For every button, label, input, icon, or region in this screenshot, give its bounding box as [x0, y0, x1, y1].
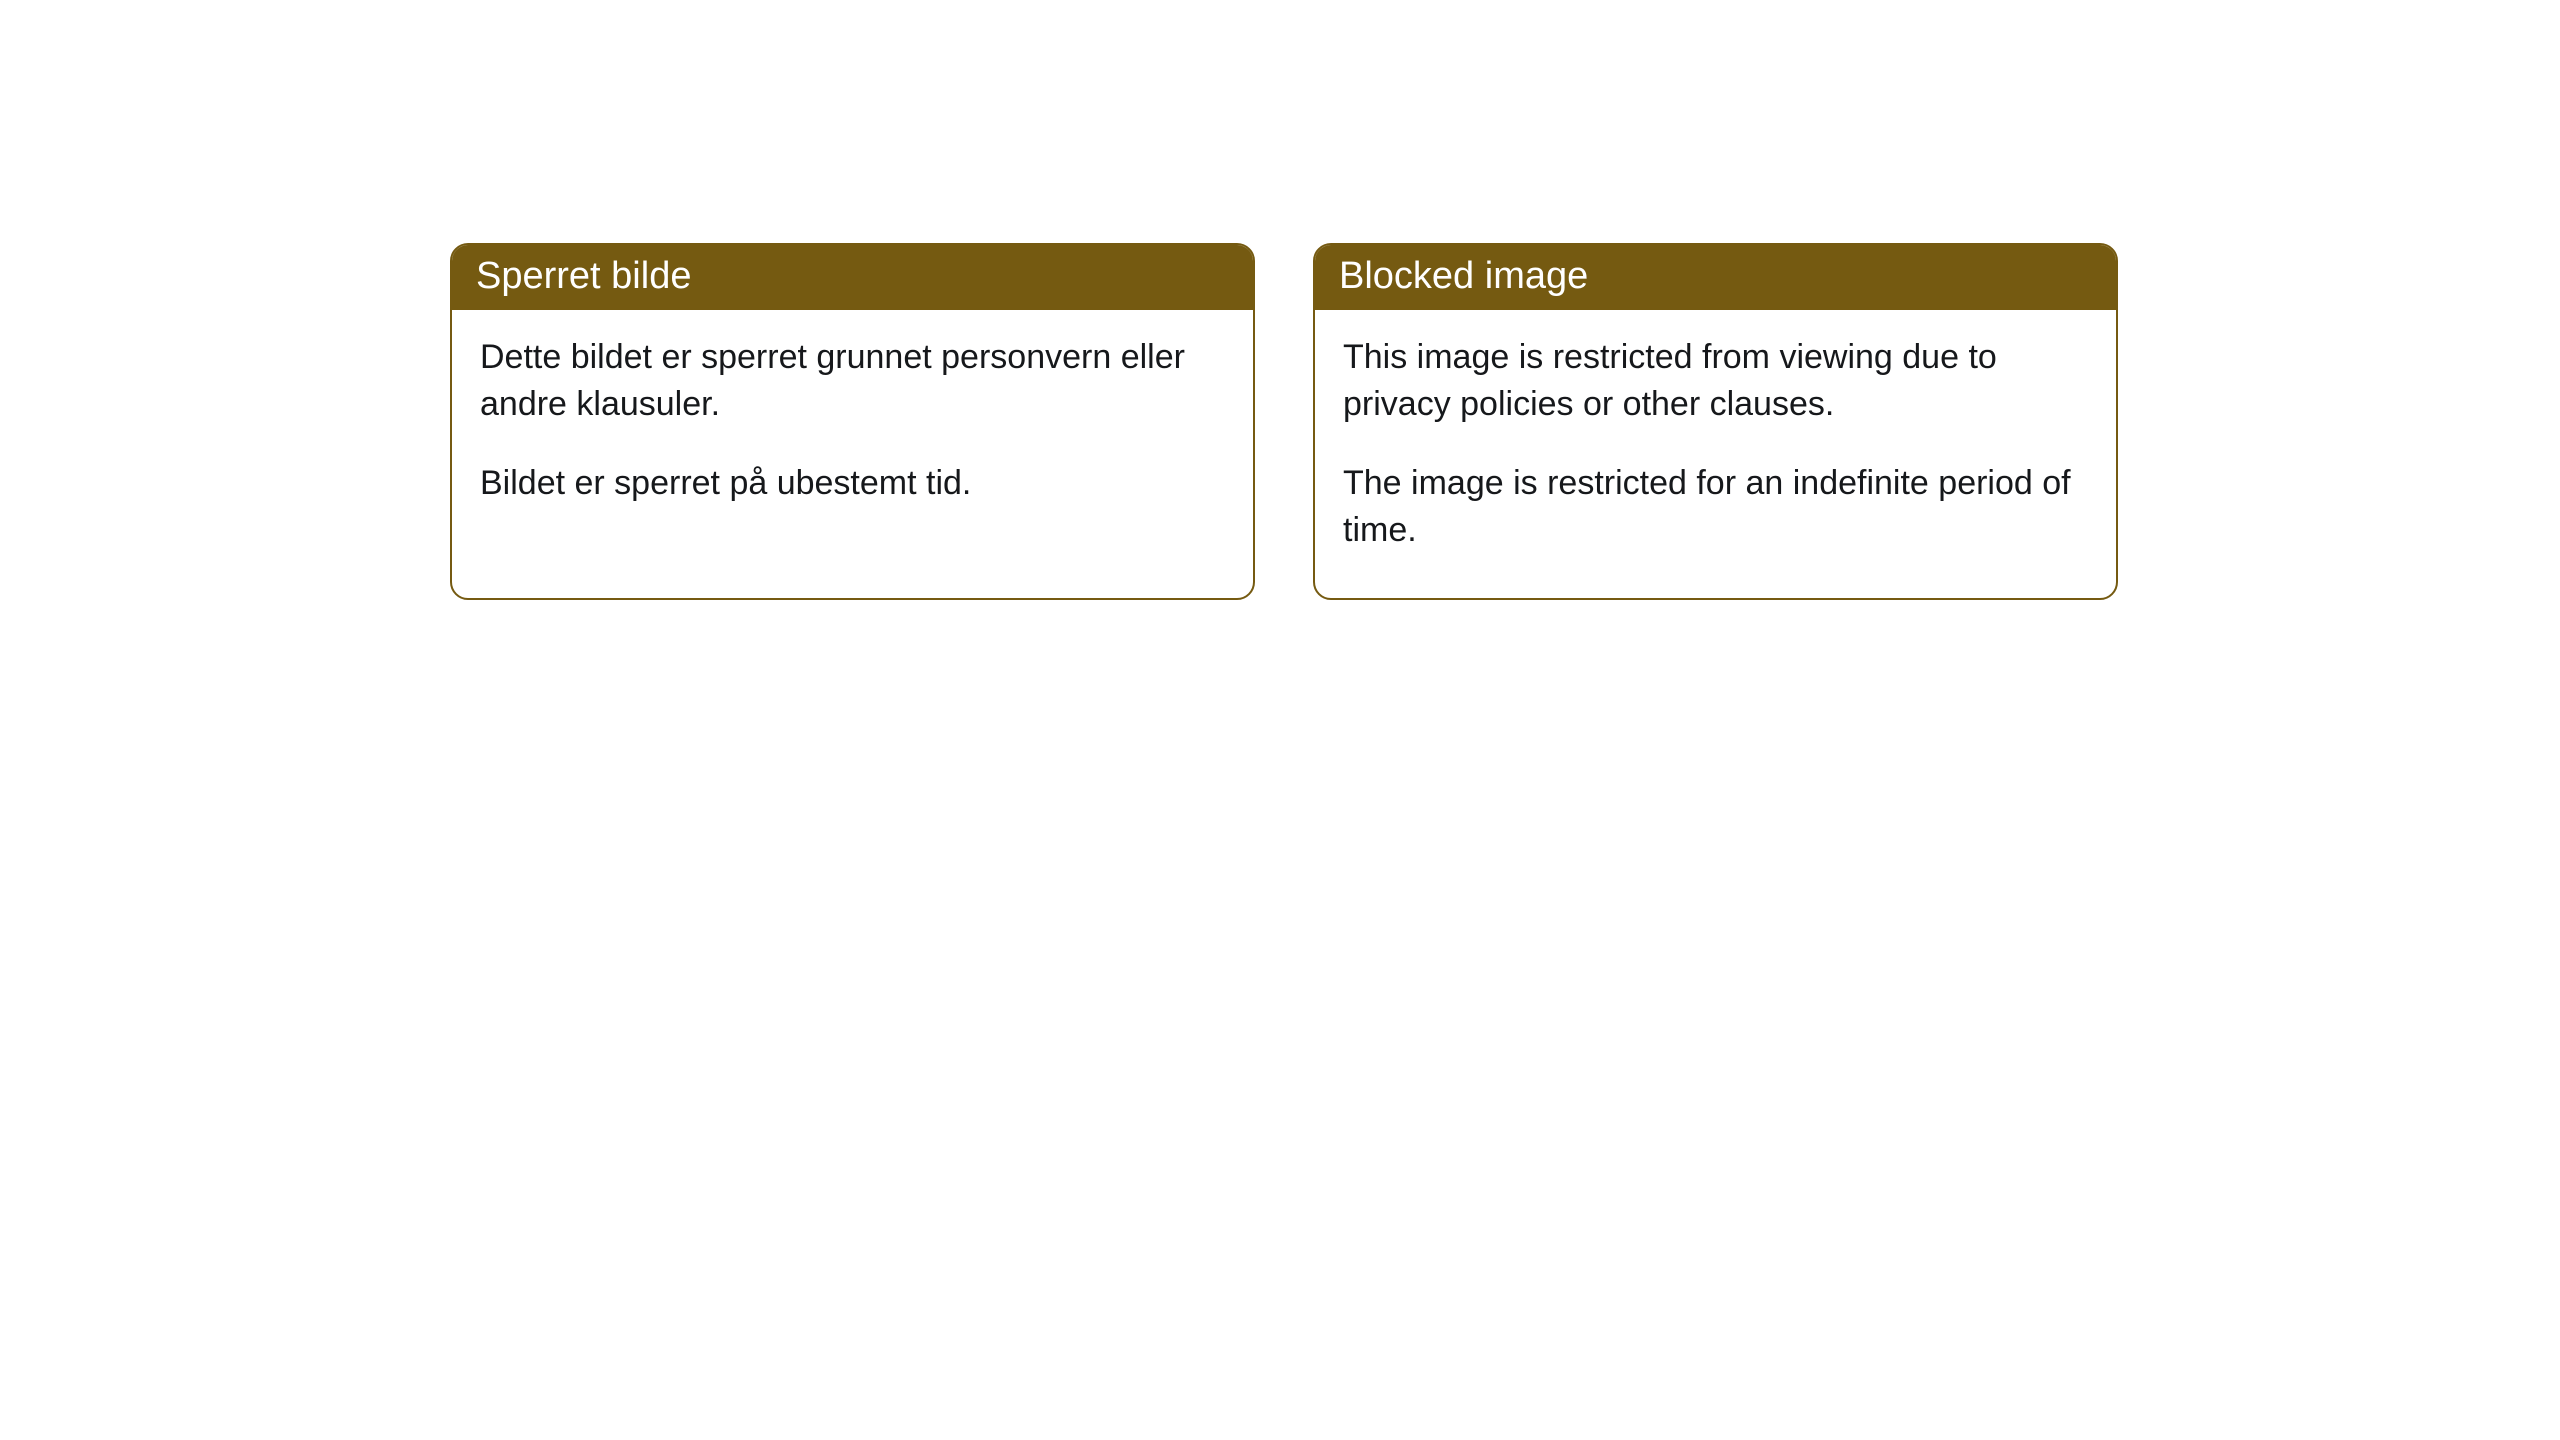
card-header-english: Blocked image: [1315, 245, 2116, 310]
card-text-english-2: The image is restricted for an indefinit…: [1343, 460, 2088, 554]
card-title-english: Blocked image: [1339, 255, 1588, 297]
blocked-image-card-norwegian: Sperret bilde Dette bildet er sperret gr…: [450, 243, 1255, 600]
card-body-english: This image is restricted from viewing du…: [1315, 310, 2116, 598]
card-text-english-1: This image is restricted from viewing du…: [1343, 334, 2088, 428]
card-title-norwegian: Sperret bilde: [476, 255, 691, 297]
card-text-norwegian-2: Bildet er sperret på ubestemt tid.: [480, 460, 1225, 507]
card-body-norwegian: Dette bildet er sperret grunnet personve…: [452, 310, 1253, 551]
card-header-norwegian: Sperret bilde: [452, 245, 1253, 310]
notice-container: Sperret bilde Dette bildet er sperret gr…: [450, 243, 2118, 600]
card-text-norwegian-1: Dette bildet er sperret grunnet personve…: [480, 334, 1225, 428]
blocked-image-card-english: Blocked image This image is restricted f…: [1313, 243, 2118, 600]
